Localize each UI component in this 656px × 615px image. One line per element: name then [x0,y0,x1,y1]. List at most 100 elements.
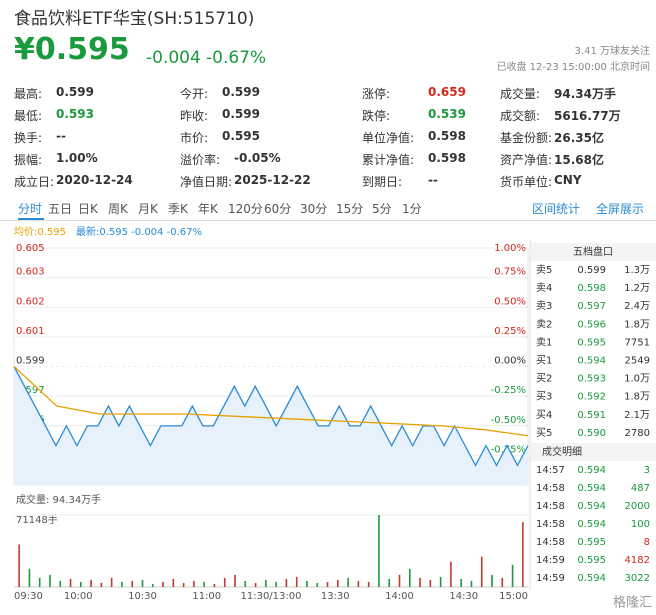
volume-bar [18,544,20,587]
volume-bar [80,581,82,587]
volume-bar [388,578,391,587]
tab[interactable]: 周K [108,202,128,216]
stat-label: 成交量: [500,87,541,101]
ob-price: 0.591 [577,410,606,421]
tab[interactable]: 120分 [228,202,263,216]
trade-volume: 487 [631,483,650,494]
volume-bar [347,577,349,587]
trades-title: 成交明细 [542,445,582,458]
volume-bar [265,579,267,587]
volume-top-label: 71148手 [16,513,58,526]
volume-bar [234,574,236,587]
trade-price: 0.595 [577,555,606,566]
volume-bar [223,577,226,587]
ob-volume: 2.4万 [624,301,650,312]
x-tick-label: 11:00 [192,591,221,602]
tab[interactable]: 年K [198,202,218,216]
ob-price: 0.597 [577,301,606,312]
y-tick-label: 0.597 [16,385,45,396]
ob-price: 0.595 [577,337,606,348]
title: 食品饮料ETF华宝(SH:515710) [14,9,255,29]
y-tick-label: 0.603 [16,267,45,278]
stat-value: 2025-12-22 [234,173,311,187]
volume-bar [121,581,123,587]
trade-price: 0.594 [577,501,606,512]
tab[interactable]: 30分 [300,202,328,216]
trade-volume: 8 [644,537,650,548]
volume-bar [182,582,185,587]
link[interactable]: 区间统计 [532,202,581,216]
trade-time: 14:58 [536,483,565,494]
stat-label: 资产净值: [500,153,553,167]
ob-side: 卖3 [536,300,552,312]
tab[interactable]: 月K [138,202,158,216]
x-tick-label: 11:30/13:00 [240,591,301,602]
volume-bar [326,581,329,587]
tab[interactable]: 15分 [336,202,364,216]
ob-volume: 2549 [625,356,650,367]
tab[interactable]: 五日 [48,202,73,216]
stat-label: 最高: [14,87,43,101]
link[interactable]: 全屏展示 [596,202,645,216]
stat-value: -0.05% [234,151,281,165]
y2-tick-label: 0.25% [494,326,526,337]
tab[interactable]: 60分 [264,202,292,216]
trade-time: 14:58 [536,519,565,530]
ob-side: 卖2 [536,318,552,330]
ob-side: 买5 [536,427,552,439]
trade-time: 14:59 [536,555,565,566]
trade-volume: 100 [631,519,650,530]
ob-side: 卖4 [536,282,552,294]
stat-value: 0.599 [56,85,94,99]
stat-label: 单位净值: [362,131,415,145]
tab-underline[interactable] [18,218,44,220]
stat-value: -- [56,129,66,143]
trade-price: 0.595 [577,537,606,548]
tab[interactable]: 1分 [402,202,422,216]
ob-volume: 7751 [625,337,650,348]
stat-label: 振幅: [14,153,43,167]
volume-bar [337,579,339,587]
volume-bar [316,582,319,587]
volume-bar [398,574,401,587]
tab[interactable]: 分时 [18,202,43,216]
y2-tick-label: 0.00% [494,356,526,367]
trade-time: 14:58 [536,537,565,548]
stat-value: 94.34万手 [554,87,616,101]
x-tick-label: 09:30 [14,591,43,602]
stat-value: 5616.77万 [554,109,621,123]
y-tick-label: 0.605 [16,243,45,254]
stat-value: 2020-12-24 [56,173,133,187]
volume-bar [141,579,144,587]
volume-bar [213,583,216,587]
trade-price: 0.594 [577,519,606,530]
volume-bar [38,577,41,587]
volume-bar [378,515,380,587]
ob-side: 买3 [536,391,552,403]
ob-volume: 1.3万 [624,265,650,276]
tab[interactable]: 季K [168,202,188,216]
volume-bar [306,580,308,587]
x-tick-label: 14:30 [449,591,478,602]
trade-volume: 3022 [625,573,650,584]
ob-volume: 1.2万 [624,283,650,294]
volume-bar [49,574,51,587]
volume-bar [69,578,72,587]
volume-bar [110,577,113,587]
trade-price: 0.594 [577,573,606,584]
volume-bar [357,580,360,587]
volume-bar [28,568,31,587]
stat-label: 今开: [180,87,209,101]
ob-price: 0.596 [577,319,606,330]
volume-bar [275,581,277,587]
price-area [14,366,528,485]
ob-side: 买2 [536,373,552,385]
volume-bar [100,582,103,587]
tab[interactable]: 5分 [372,202,392,216]
stat-label: 净值日期: [180,175,233,189]
x-tick-label: 14:00 [385,591,414,602]
tab[interactable]: 日K [78,202,98,216]
y2-tick-label: -0.25% [491,385,526,396]
